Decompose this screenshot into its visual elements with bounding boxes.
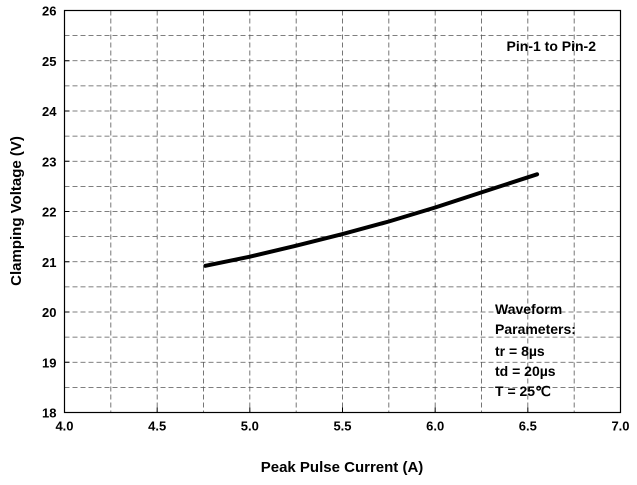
- axis-ticks: 4.0 4.5 5.0 5.5 6.0 6.5 7.0 18 19 20 21 22 23 24 25 26: [42, 4, 630, 434]
- y-tick-label: 22: [42, 205, 56, 220]
- y-tick-label: 23: [42, 154, 56, 169]
- x-tick-label: 5.0: [241, 419, 259, 434]
- waveform-annotation-line: tr = 8µs: [495, 343, 545, 359]
- x-tick-label: 6.5: [519, 419, 537, 434]
- pin-annotation: Pin-1 to Pin-2: [507, 38, 597, 54]
- y-tick-label: 24: [42, 104, 57, 119]
- y-tick-label: 25: [42, 54, 56, 69]
- waveform-annotation-line: Waveform: [495, 301, 562, 317]
- x-tick-label: 4.0: [55, 419, 73, 434]
- series-layer: [203, 172, 540, 268]
- waveform-annotation-line: Parameters:: [495, 321, 576, 337]
- y-tick-label: 21: [42, 255, 56, 270]
- y-axis-title: Clamping Voltage (V): [8, 136, 25, 286]
- y-tick-label: 26: [42, 4, 56, 19]
- x-axis-title: Peak Pulse Current (A): [261, 459, 424, 476]
- clamping-voltage-curve: [203, 172, 540, 268]
- waveform-annotation-line: td = 20µs: [495, 363, 556, 379]
- x-tick-label: 6.0: [426, 419, 444, 434]
- x-tick-label: 4.5: [148, 419, 166, 434]
- y-tick-label: 20: [42, 305, 56, 320]
- waveform-annotation-line: T = 25℃: [495, 383, 551, 399]
- y-tick-label: 18: [42, 406, 56, 421]
- grid: [64, 10, 621, 413]
- x-tick-label: 5.5: [333, 419, 351, 434]
- y-tick-label: 19: [42, 355, 56, 370]
- x-tick-label: 7.0: [611, 419, 629, 434]
